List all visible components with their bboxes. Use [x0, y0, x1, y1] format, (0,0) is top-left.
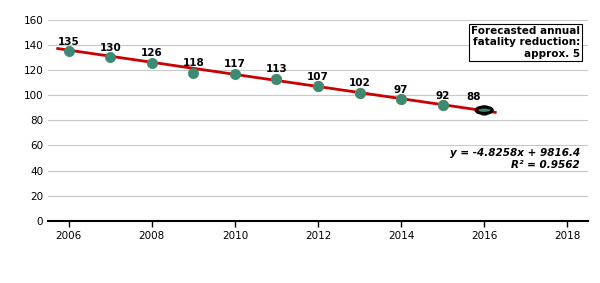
Text: 113: 113	[266, 65, 287, 74]
Point	[106, 55, 115, 60]
Point	[479, 108, 489, 112]
Point	[355, 90, 364, 95]
Point	[438, 103, 448, 108]
Text: 102: 102	[349, 78, 370, 88]
Point	[396, 97, 406, 101]
Point	[396, 97, 406, 101]
Point	[64, 49, 74, 53]
Point	[272, 77, 281, 81]
Text: 88: 88	[467, 92, 481, 102]
Text: Forecasted annual
fatality reduction:
approx. 5: Forecasted annual fatality reduction: ap…	[471, 26, 580, 59]
Text: 117: 117	[224, 59, 246, 69]
Point	[355, 90, 364, 95]
Point	[147, 60, 157, 65]
Point	[313, 84, 323, 89]
Text: 118: 118	[182, 58, 204, 68]
Point	[438, 103, 448, 108]
Text: 135: 135	[58, 37, 80, 47]
Text: 126: 126	[141, 48, 163, 58]
Point	[188, 70, 198, 75]
Text: 107: 107	[307, 72, 329, 82]
Text: 130: 130	[100, 43, 121, 53]
Text: 97: 97	[394, 85, 409, 95]
Point	[479, 108, 489, 112]
Point	[230, 72, 240, 76]
Text: y = -4.8258x + 9816.4
R² = 0.9562: y = -4.8258x + 9816.4 R² = 0.9562	[449, 148, 580, 170]
Point	[313, 84, 323, 89]
Point	[272, 77, 281, 81]
Text: 92: 92	[436, 91, 450, 101]
